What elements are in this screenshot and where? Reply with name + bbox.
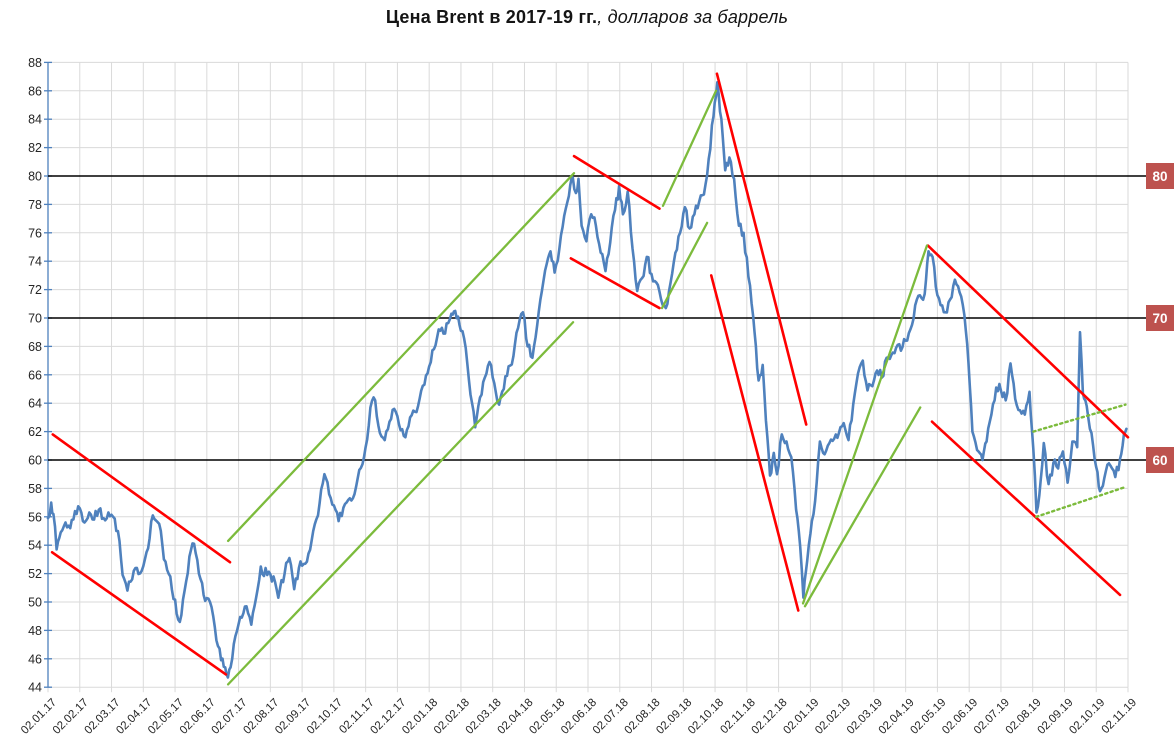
y-axis-label: 60	[28, 454, 42, 468]
x-axis-label: 02.11.19	[1100, 697, 1140, 737]
trend-line-green	[226, 321, 575, 686]
y-axis-label: 80	[28, 170, 42, 184]
y-axis-label: 74	[28, 255, 42, 269]
trend-line-green	[226, 172, 576, 543]
trend-line-green-dotted	[1032, 403, 1127, 433]
price-series-layer	[46, 81, 1128, 679]
trend-line-red	[709, 274, 800, 612]
trend-line-red	[51, 433, 232, 564]
y-axis-label: 70	[28, 312, 42, 326]
y-axis-label: 50	[28, 596, 42, 610]
y-axis-label: 56	[28, 510, 42, 524]
trend-line-red	[572, 154, 661, 210]
reference-lines-layer	[48, 175, 1146, 461]
y-axis-label: 48	[28, 624, 42, 638]
reference-label-text: 80	[1152, 169, 1167, 184]
trend-line-red	[930, 420, 1122, 597]
y-axis-label: 86	[28, 84, 42, 98]
reference-label-box	[1146, 163, 1174, 189]
trend-line-red	[50, 550, 228, 676]
trend-line-green	[803, 406, 922, 608]
y-axis-label: 84	[28, 113, 42, 127]
chart-title: Цена Brent в 2017-19 гг., долларов за ба…	[0, 7, 1174, 28]
price-series-line	[46, 81, 1128, 679]
y-axis-label: 44	[28, 681, 42, 695]
y-axis-label: 66	[28, 368, 42, 382]
trend-line-red	[715, 72, 808, 426]
grid-layer	[47, 61, 1129, 693]
y-axis-label: 82	[28, 141, 42, 155]
y-axis-label: 52	[28, 567, 42, 581]
chart-title-main: Цена Brent в 2017-19 гг.	[385, 7, 598, 27]
reference-label-text: 60	[1152, 453, 1167, 468]
chart-title-subtitle: , долларов за баррель	[597, 7, 789, 27]
trend-line-red	[569, 257, 661, 310]
y-axis-label: 72	[28, 283, 42, 297]
y-axis-label: 54	[28, 539, 42, 553]
y-axis-label: 64	[28, 397, 42, 411]
reference-label-text: 70	[1152, 311, 1167, 326]
trend-line-green	[801, 244, 929, 605]
trend-line-green	[661, 89, 718, 207]
y-axis-label: 62	[28, 425, 42, 439]
y-axis-label: 78	[28, 198, 42, 212]
y-axis-label: 68	[28, 340, 42, 354]
y-axis-label: 58	[28, 482, 42, 496]
trend-line-red	[926, 244, 1130, 439]
trend-line-green	[660, 221, 709, 310]
reference-labels-layer: 80 70 60	[1146, 163, 1174, 473]
reference-label-box	[1146, 305, 1174, 331]
y-axis-label: 88	[28, 56, 42, 70]
y-axis-label: 46	[28, 652, 42, 666]
reference-label-box	[1146, 447, 1174, 473]
trend-line-green-dotted	[1034, 485, 1127, 518]
axis-layer	[44, 61, 52, 688]
y-axis-label: 76	[28, 226, 42, 240]
trend-lines-layer	[50, 72, 1130, 686]
